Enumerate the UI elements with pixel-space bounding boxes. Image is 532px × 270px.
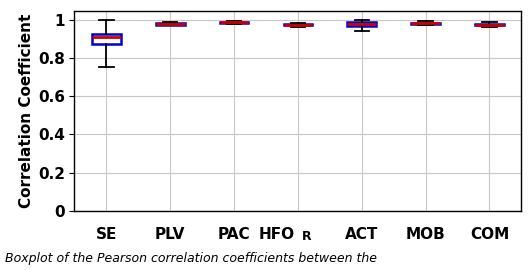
Text: HFO: HFO xyxy=(259,227,295,242)
PathPatch shape xyxy=(220,22,248,23)
PathPatch shape xyxy=(284,24,312,25)
Text: R: R xyxy=(302,230,312,242)
Text: MOB: MOB xyxy=(406,227,445,242)
Text: PAC: PAC xyxy=(218,227,251,242)
Text: SE: SE xyxy=(96,227,117,242)
PathPatch shape xyxy=(475,24,504,25)
Text: ACT: ACT xyxy=(345,227,378,242)
Text: PLV: PLV xyxy=(155,227,186,242)
PathPatch shape xyxy=(347,22,376,26)
PathPatch shape xyxy=(156,23,185,25)
Text: Boxplot of the Pearson correlation coefficients between the: Boxplot of the Pearson correlation coeff… xyxy=(5,252,377,265)
PathPatch shape xyxy=(92,34,121,44)
Y-axis label: Correlation Coefficient: Correlation Coefficient xyxy=(19,14,34,208)
PathPatch shape xyxy=(411,23,440,24)
Text: COM: COM xyxy=(470,227,509,242)
